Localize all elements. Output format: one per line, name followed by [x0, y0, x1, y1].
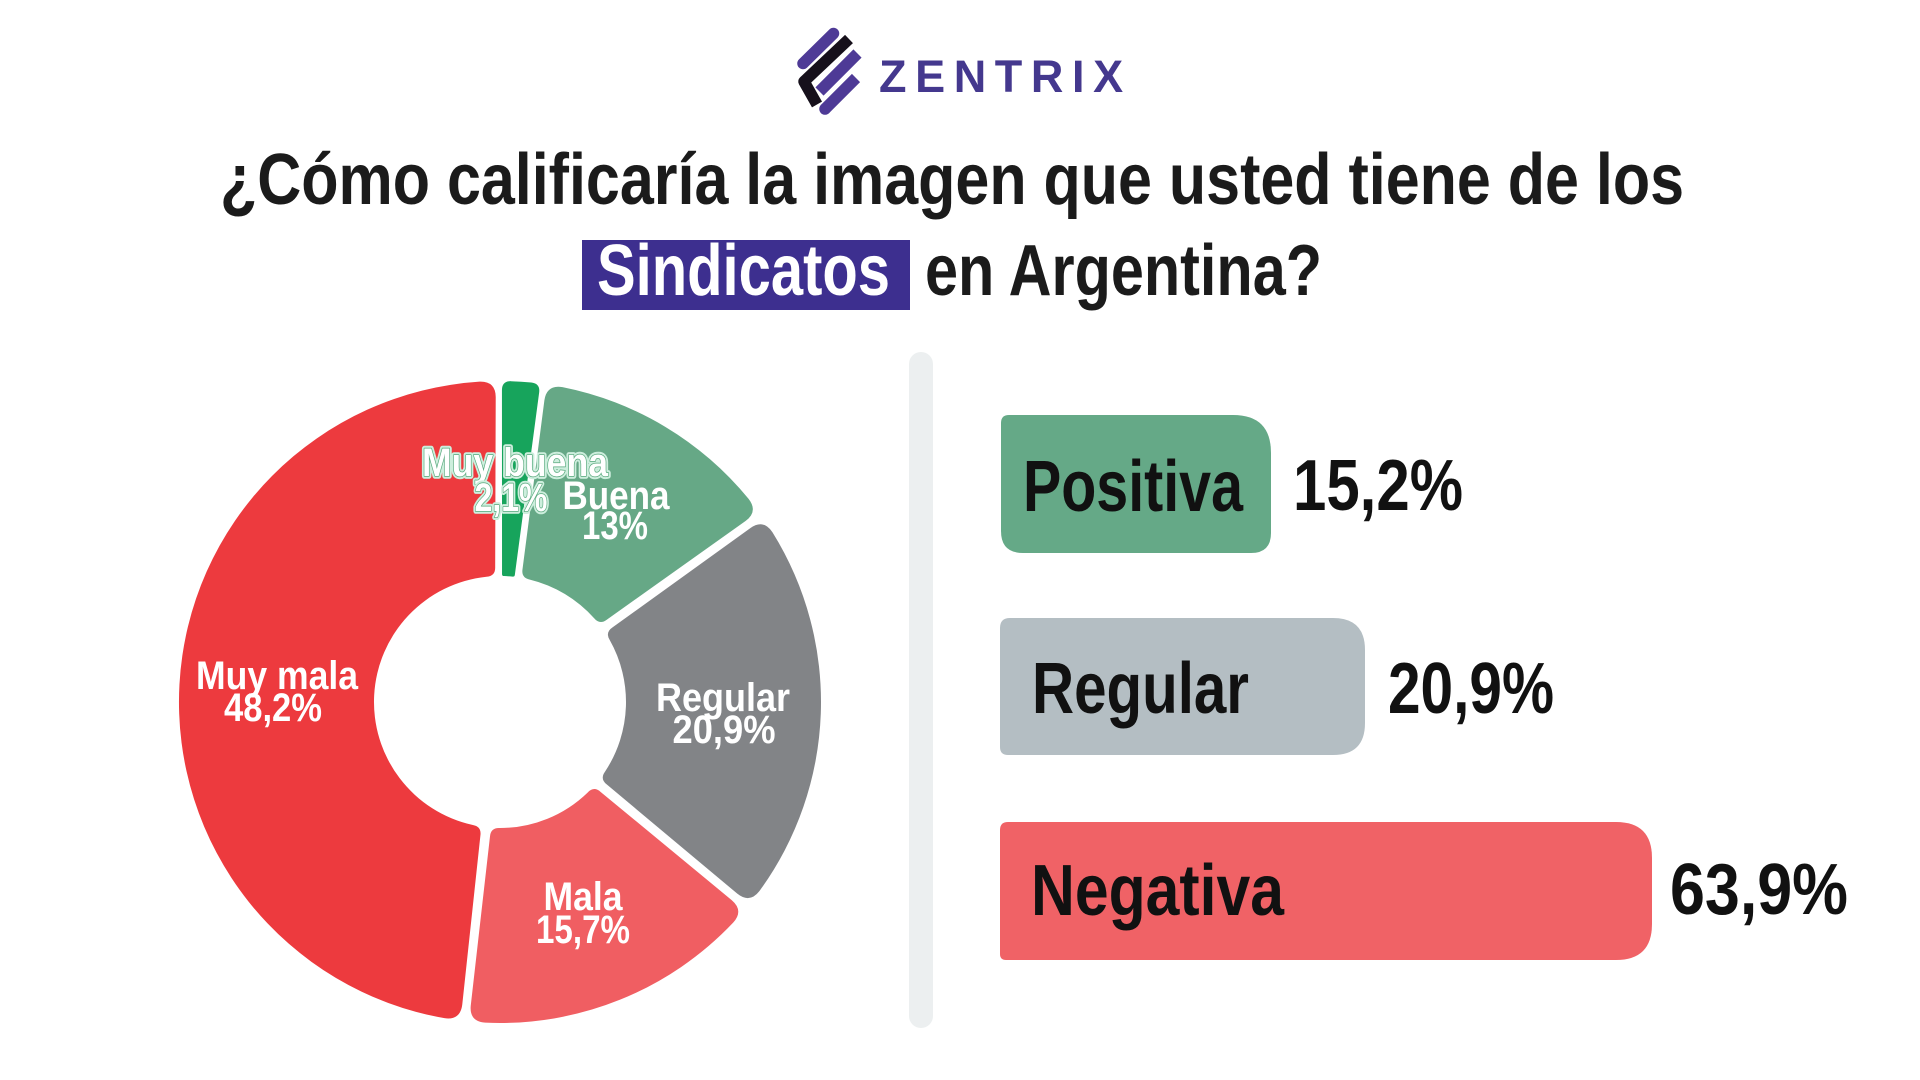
svg-text:Negativa: Negativa — [1031, 851, 1285, 931]
svg-text:Muy buena: Muy buena — [422, 441, 609, 485]
svg-text:Mala: Mala — [544, 875, 624, 919]
svg-text:20,9%: 20,9% — [1388, 649, 1554, 729]
svg-text:Sindicatos: Sindicatos — [597, 231, 890, 311]
svg-text:48,2%: 48,2% — [224, 686, 322, 730]
svg-text:¿Cómo calificaría la imagen qu: ¿Cómo calificaría la imagen que usted ti… — [220, 140, 1684, 220]
svg-text:63,9%: 63,9% — [1670, 850, 1848, 930]
svg-text:ZENTRIX: ZENTRIX — [879, 51, 1132, 102]
svg-text:20,9%: 20,9% — [673, 708, 776, 752]
svg-text:13%: 13% — [582, 504, 648, 548]
svg-text:en Argentina?: en Argentina? — [925, 231, 1322, 311]
svg-text:Regular: Regular — [656, 676, 790, 720]
svg-text:15,2%: 15,2% — [1293, 446, 1463, 526]
svg-text:Muy buena: Muy buena — [422, 441, 609, 485]
svg-text:Regular: Regular — [1032, 649, 1249, 729]
svg-text:15,7%: 15,7% — [536, 908, 630, 952]
svg-text:2,1%: 2,1% — [475, 476, 548, 520]
svg-text:Muy mala: Muy mala — [196, 654, 359, 698]
svg-text:Positiva: Positiva — [1023, 447, 1244, 527]
svg-text:Buena: Buena — [563, 474, 671, 518]
svg-text:2,1%: 2,1% — [475, 476, 548, 520]
